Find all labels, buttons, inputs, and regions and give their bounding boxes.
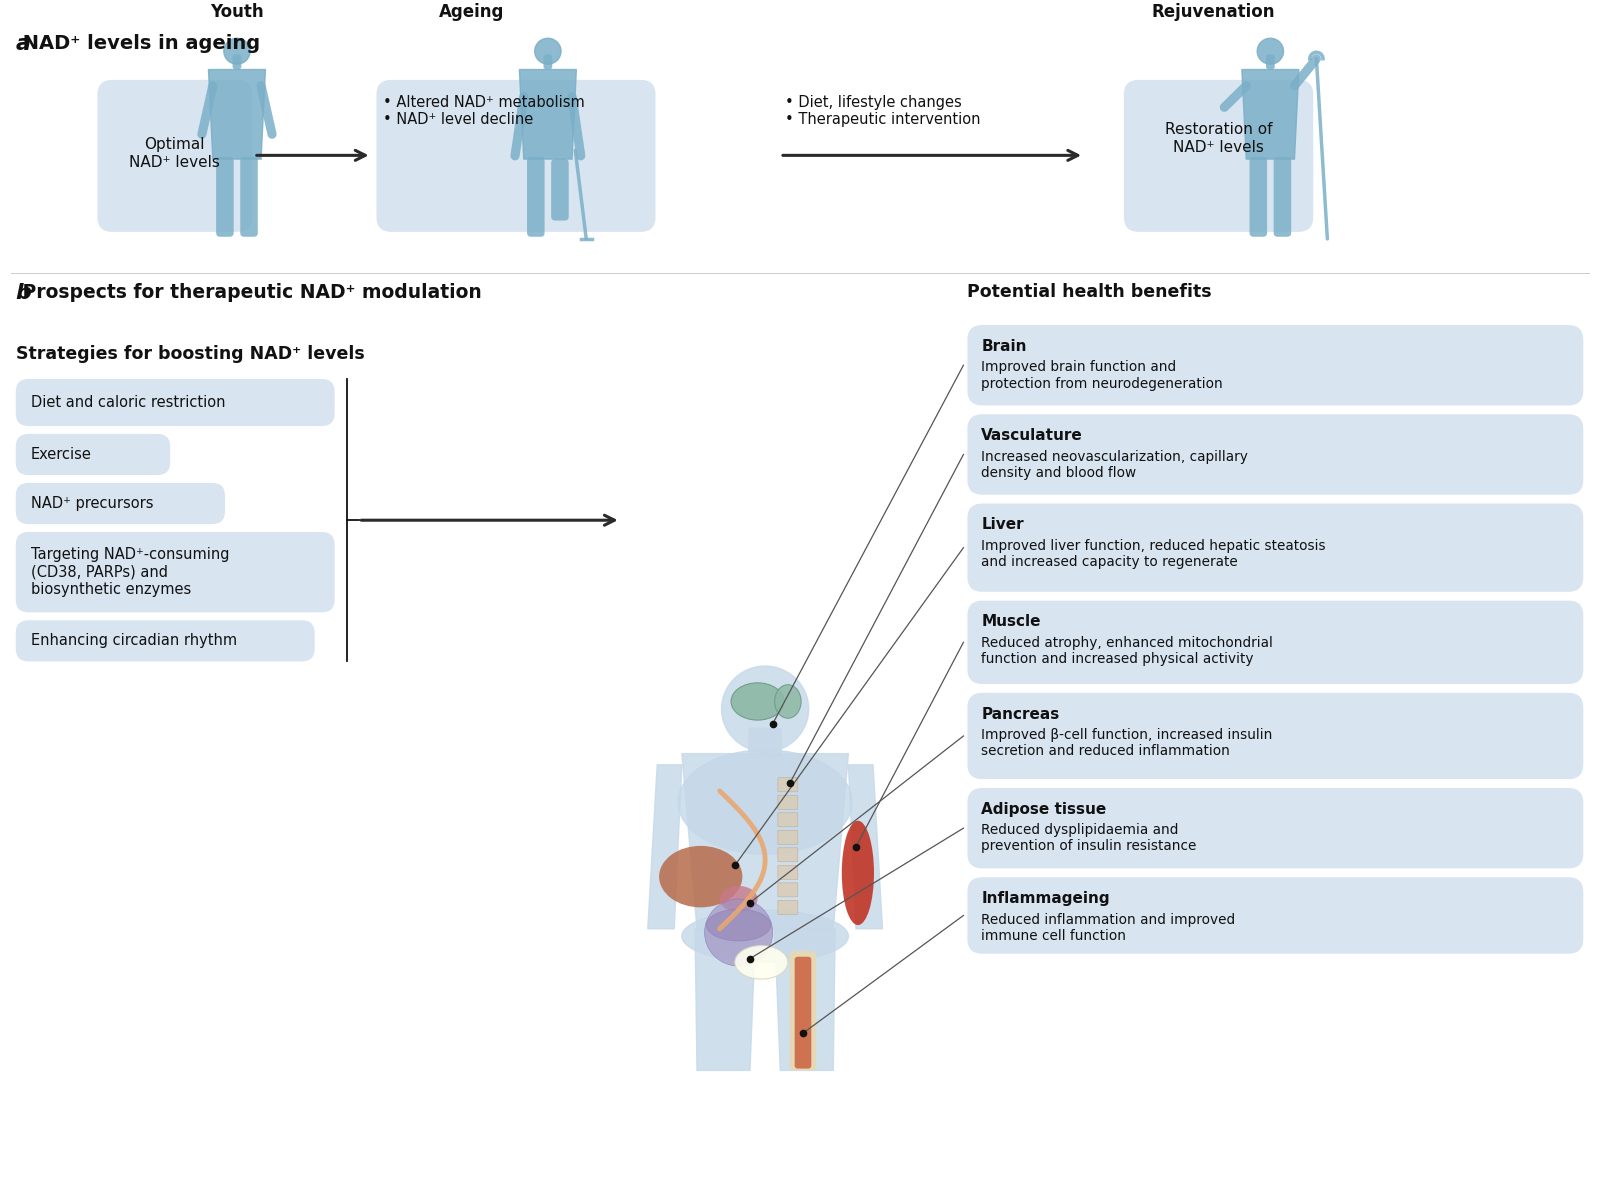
Text: Adipose tissue: Adipose tissue [981, 802, 1107, 817]
Circle shape [722, 667, 808, 752]
FancyBboxPatch shape [216, 157, 234, 237]
Text: Improved brain function and
protection from neurodegeneration: Improved brain function and protection f… [981, 361, 1222, 390]
Text: Improved β-cell function, increased insulin
secretion and reduced inflammation: Improved β-cell function, increased insu… [981, 728, 1272, 758]
Text: • Altered NAD⁺ metabolism
• NAD⁺ level decline: • Altered NAD⁺ metabolism • NAD⁺ level d… [384, 95, 586, 127]
FancyBboxPatch shape [778, 812, 798, 827]
Polygon shape [208, 70, 266, 159]
FancyBboxPatch shape [16, 380, 334, 426]
FancyBboxPatch shape [778, 830, 798, 844]
FancyBboxPatch shape [544, 55, 552, 70]
Ellipse shape [774, 684, 802, 719]
FancyBboxPatch shape [790, 951, 816, 1071]
Circle shape [704, 899, 773, 967]
Text: Optimal
NAD⁺ levels: Optimal NAD⁺ levels [128, 138, 219, 170]
Circle shape [534, 38, 562, 64]
FancyBboxPatch shape [232, 55, 242, 70]
Text: Strategies for boosting NAD⁺ levels: Strategies for boosting NAD⁺ levels [16, 345, 365, 363]
Circle shape [224, 38, 250, 64]
FancyBboxPatch shape [968, 325, 1584, 406]
Text: NAD⁺ precursors: NAD⁺ precursors [30, 496, 154, 511]
Text: Diet and caloric restriction: Diet and caloric restriction [30, 395, 226, 410]
Text: Exercise: Exercise [30, 447, 91, 463]
Polygon shape [1242, 70, 1299, 159]
FancyBboxPatch shape [16, 533, 334, 612]
Text: Restoration of
NAD⁺ levels: Restoration of NAD⁺ levels [1165, 122, 1272, 155]
Text: Rejuvenation: Rejuvenation [1152, 4, 1275, 21]
Text: Prospects for therapeutic NAD⁺ modulation: Prospects for therapeutic NAD⁺ modulatio… [16, 282, 482, 302]
FancyBboxPatch shape [16, 434, 170, 476]
Text: NAD⁺ levels in ageing: NAD⁺ levels in ageing [16, 33, 259, 52]
Ellipse shape [731, 683, 784, 720]
FancyBboxPatch shape [1123, 79, 1314, 231]
Polygon shape [648, 765, 682, 929]
FancyBboxPatch shape [240, 157, 258, 237]
FancyBboxPatch shape [968, 878, 1584, 954]
Polygon shape [774, 929, 835, 1071]
FancyBboxPatch shape [778, 796, 798, 809]
Text: Reduced inflammation and improved
immune cell function: Reduced inflammation and improved immune… [981, 912, 1235, 943]
Text: Vasculature: Vasculature [981, 428, 1083, 444]
Ellipse shape [707, 910, 771, 940]
Text: Potential health benefits: Potential health benefits [968, 282, 1213, 301]
FancyBboxPatch shape [778, 866, 798, 879]
FancyBboxPatch shape [16, 483, 226, 524]
Text: Pancreas: Pancreas [981, 707, 1059, 721]
FancyBboxPatch shape [968, 600, 1584, 684]
FancyBboxPatch shape [1250, 157, 1267, 237]
Text: Reduced atrophy, enhanced mitochondrial
function and increased physical activity: Reduced atrophy, enhanced mitochondrial … [981, 636, 1274, 667]
FancyBboxPatch shape [98, 79, 251, 231]
FancyBboxPatch shape [526, 157, 544, 237]
Text: Brain: Brain [981, 339, 1027, 353]
Text: • Diet, lifestyle changes
• Therapeutic intervention: • Diet, lifestyle changes • Therapeutic … [786, 95, 981, 127]
Ellipse shape [678, 750, 853, 854]
FancyBboxPatch shape [795, 957, 811, 1069]
Ellipse shape [720, 886, 757, 912]
FancyBboxPatch shape [778, 882, 798, 897]
FancyBboxPatch shape [778, 900, 798, 914]
Ellipse shape [682, 910, 848, 962]
FancyBboxPatch shape [778, 848, 798, 862]
Ellipse shape [734, 945, 787, 980]
Polygon shape [520, 70, 576, 159]
FancyBboxPatch shape [968, 504, 1584, 592]
Text: a: a [16, 33, 30, 53]
Text: Inflammageing: Inflammageing [981, 891, 1110, 906]
Ellipse shape [842, 821, 874, 925]
Polygon shape [682, 753, 848, 929]
Text: Enhancing circadian rhythm: Enhancing circadian rhythm [30, 633, 237, 649]
Text: b: b [16, 282, 32, 302]
FancyBboxPatch shape [968, 693, 1584, 779]
Text: Muscle: Muscle [981, 614, 1042, 630]
Polygon shape [848, 765, 883, 929]
FancyBboxPatch shape [1266, 55, 1275, 70]
FancyBboxPatch shape [1274, 157, 1291, 237]
FancyBboxPatch shape [376, 79, 656, 231]
FancyBboxPatch shape [550, 159, 568, 221]
Circle shape [1258, 38, 1283, 64]
Text: Reduced dysplipidaemia and
prevention of insulin resistance: Reduced dysplipidaemia and prevention of… [981, 823, 1197, 854]
Text: Increased neovascularization, capillary
density and blood flow: Increased neovascularization, capillary … [981, 449, 1248, 480]
Text: Ageing: Ageing [438, 4, 504, 21]
FancyBboxPatch shape [749, 727, 782, 758]
Text: Liver: Liver [981, 517, 1024, 533]
FancyBboxPatch shape [778, 778, 798, 792]
FancyBboxPatch shape [968, 788, 1584, 868]
FancyBboxPatch shape [968, 414, 1584, 495]
Text: Youth: Youth [210, 4, 264, 21]
Ellipse shape [659, 846, 742, 907]
Text: Improved liver function, reduced hepatic steatosis
and increased capacity to reg: Improved liver function, reduced hepatic… [981, 538, 1326, 569]
Text: Targeting NAD⁺-consuming
(CD38, PARPs) and
biosynthetic enzymes: Targeting NAD⁺-consuming (CD38, PARPs) a… [30, 547, 229, 597]
FancyBboxPatch shape [16, 620, 315, 662]
Polygon shape [694, 929, 755, 1071]
